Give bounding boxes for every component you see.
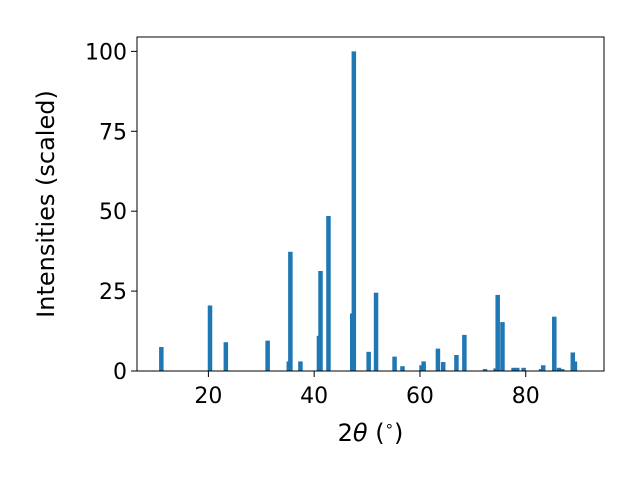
bar-2: [223, 342, 229, 371]
bar-6: [298, 361, 303, 371]
bar-5: [288, 251, 293, 371]
x-axis-label-suffix: ): [394, 419, 403, 447]
bar-3: [265, 340, 270, 371]
bar-18: [435, 348, 441, 371]
bar-20: [454, 355, 459, 371]
bar-27: [515, 367, 520, 371]
bar-25: [500, 322, 505, 371]
bar-33: [559, 369, 565, 371]
y-axis-label: Intensities (scaled): [32, 90, 60, 318]
bar-31: [552, 316, 557, 371]
y-tick-label-2: 50: [99, 200, 127, 225]
x-axis-label-unit: (: [368, 419, 385, 447]
x-tick-label-0: 20: [194, 384, 222, 409]
x-tick-label-1: 40: [300, 384, 328, 409]
bar-17: [421, 361, 426, 371]
bar-15: [400, 366, 405, 371]
bar-35: [572, 361, 578, 371]
bar-11: [351, 51, 357, 371]
bar-1: [207, 305, 213, 371]
y-tick-label-4: 100: [85, 40, 127, 65]
bar-9: [326, 215, 331, 371]
x-axis-label-theta: θ: [353, 419, 368, 447]
bars-layer: [159, 51, 578, 371]
x-axis-label-prefix: 2: [338, 419, 353, 447]
bar-32: [556, 367, 562, 371]
y-tick-label-1: 25: [99, 280, 127, 305]
y-tick-label-0: 0: [113, 360, 127, 385]
plot-frame: [136, 36, 605, 372]
x-tick-label-3: 80: [512, 384, 540, 409]
bar-8: [318, 270, 323, 371]
y-tick-label-3: 75: [99, 120, 127, 145]
bar-14: [392, 356, 397, 371]
x-axis-label-degree: ∘: [385, 417, 394, 435]
bar-0: [159, 347, 164, 371]
bar-30: [540, 365, 546, 371]
bar-21: [462, 334, 467, 371]
bar-13: [373, 292, 379, 371]
bar-26: [511, 367, 516, 371]
x-tick-label-2: 60: [406, 384, 434, 409]
bar-24: [495, 294, 500, 371]
bar-19: [440, 362, 446, 371]
ticks-layer: 20 40 60 80 0 25 50 75 100: [85, 40, 540, 409]
bar-12: [366, 351, 371, 371]
bar-22: [482, 369, 488, 371]
bar-28: [521, 367, 526, 371]
x-axis-label: 2θ (∘): [338, 417, 404, 447]
